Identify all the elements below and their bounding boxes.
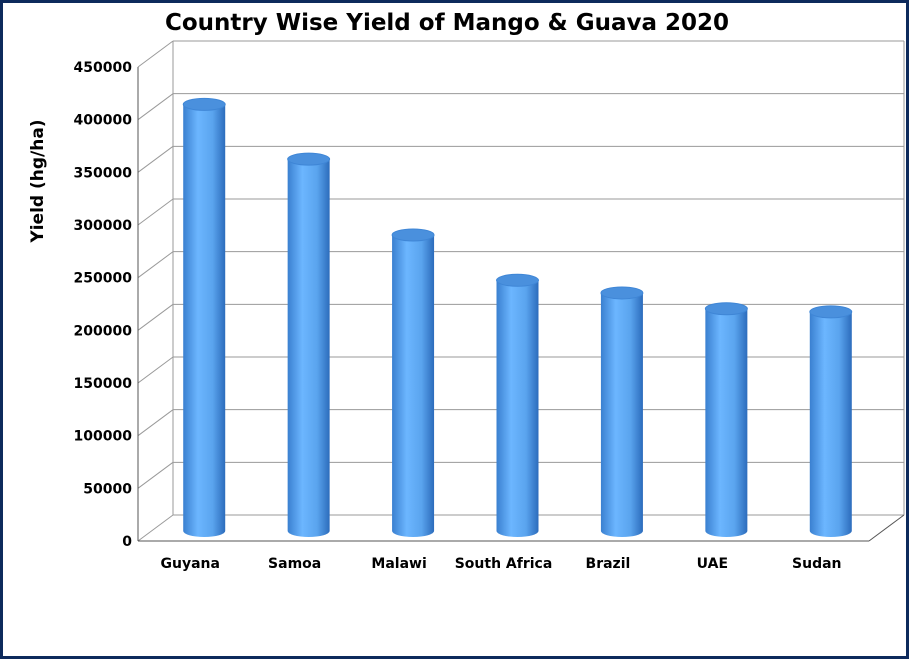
bar-body <box>496 280 539 537</box>
gridline-side <box>137 251 174 279</box>
y-tick-label: 250000 <box>74 271 133 287</box>
bar-top <box>182 97 226 111</box>
y-tick-label: 200000 <box>74 323 133 339</box>
y-tick-label: 350000 <box>74 165 133 181</box>
y-tick-label: 100000 <box>74 429 133 445</box>
y-tick-label: 0 <box>122 534 132 550</box>
bar-body <box>705 308 748 537</box>
y-tick-label: 50000 <box>83 481 132 497</box>
y-tick-label: 450000 <box>74 60 133 76</box>
bars <box>182 97 853 538</box>
y-tick-label: 300000 <box>74 218 133 234</box>
x-tick-label: Sudan <box>792 556 842 572</box>
floor-right-edge <box>868 514 905 542</box>
bar-top <box>391 228 435 242</box>
bar-top <box>809 305 853 319</box>
gridline-side <box>137 93 174 121</box>
bar <box>391 228 435 537</box>
gridline-side <box>137 40 174 68</box>
x-tick-label: South Africa <box>455 556 553 572</box>
bar-top <box>600 286 644 300</box>
gridline-side <box>137 198 174 226</box>
gridline-side <box>137 514 174 542</box>
x-tick-label: Brazil <box>586 556 631 572</box>
bar-body <box>392 235 435 537</box>
axes <box>137 41 905 542</box>
bar <box>496 273 539 537</box>
x-tick-label: Malawi <box>371 556 426 572</box>
bar-body <box>600 292 643 537</box>
bar <box>287 152 331 537</box>
bar-chart: Country Wise Yield of Mango & Guava 2020… <box>28 10 905 572</box>
bar-body <box>809 311 852 537</box>
y-axis-label: Yield (hg/ha) <box>28 119 48 243</box>
bar-body <box>287 159 330 537</box>
gridline-side <box>137 356 174 384</box>
x-tick-label: UAE <box>697 556 728 572</box>
y-tick-label: 150000 <box>74 376 133 392</box>
bar <box>600 286 644 537</box>
bar <box>809 305 853 537</box>
x-tick-label: Guyana <box>160 556 219 572</box>
gridline-side <box>137 145 174 173</box>
bar-top <box>704 302 748 316</box>
bar-body <box>183 104 226 538</box>
bar <box>182 97 226 538</box>
y-tick-label: 400000 <box>74 113 133 129</box>
bar-top <box>496 273 539 287</box>
x-tick-label: Samoa <box>268 556 321 572</box>
tick-labels: 0 50000 100000 150000 200000 250000 300000 3500… <box>74 60 842 572</box>
chart-title: Country Wise Yield of Mango & Guava 2020 <box>165 10 729 36</box>
gridline-side <box>137 461 174 489</box>
bar <box>704 302 748 537</box>
gridline-side <box>137 409 174 437</box>
bar-top <box>287 152 331 166</box>
gridline-side <box>137 303 174 331</box>
